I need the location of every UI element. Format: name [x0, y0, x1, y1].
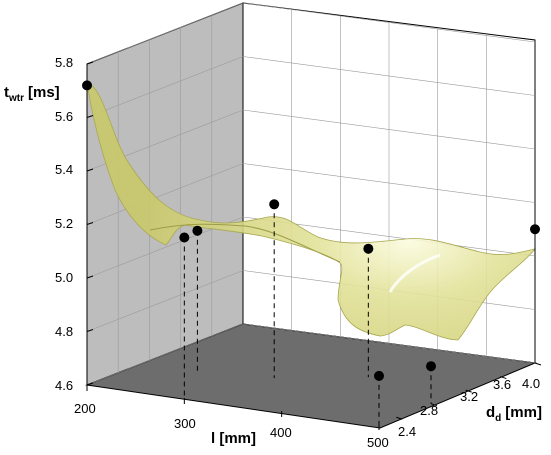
x-tick-label: 400	[270, 425, 292, 440]
z-tick-label: 4.8	[55, 324, 73, 339]
y-axis-title: dd [mm]	[486, 404, 542, 424]
z-tick-mark	[86, 275, 94, 279]
x-axis-title: l [mm]	[211, 430, 256, 447]
z-tick-label: 5.2	[55, 216, 73, 231]
z-tick-label: 4.6	[55, 378, 73, 393]
x-tick-label: 500	[367, 435, 389, 450]
grid-line	[86, 270, 244, 332]
z-tick-mark	[86, 115, 94, 118]
z-tick-mark	[86, 61, 94, 65]
data-point	[426, 361, 436, 372]
drop-lines	[86, 85, 536, 424]
y-tick-label: 4.0	[522, 376, 540, 391]
data-points	[82, 80, 540, 381]
grid-line	[86, 323, 244, 386]
y-tick-mark	[430, 403, 438, 407]
y-tick-mark	[500, 376, 507, 380]
data-point	[192, 225, 203, 236]
data-point	[82, 80, 92, 91]
z-tick-label: 5.4	[55, 162, 73, 177]
y-tick-mark	[465, 389, 472, 393]
y-tick-mark	[396, 416, 403, 420]
y-tick-mark	[534, 362, 542, 366]
z-tick-label: 5.0	[55, 270, 73, 285]
z-tick-mark	[86, 329, 94, 332]
surface-highlight	[388, 253, 441, 293]
z-tick-mark	[86, 168, 94, 172]
data-point	[363, 243, 374, 254]
y-tick-label: 3.2	[460, 389, 478, 404]
data-point	[374, 370, 384, 381]
x-tick-label: 200	[74, 401, 96, 416]
y-tick-label: 2.4	[398, 424, 416, 439]
z-tick-label: 5.6	[55, 109, 73, 124]
z-tick-label: 5.8	[55, 55, 73, 70]
grid-line	[86, 56, 244, 118]
y-tick-label: 3.6	[493, 377, 511, 392]
data-point	[530, 224, 540, 235]
z-tick-mark	[86, 222, 94, 225]
y-tick-label: 2.8	[420, 403, 438, 418]
surface-ridge	[149, 223, 341, 263]
grid-line	[86, 163, 244, 225]
data-point	[269, 199, 280, 210]
tick-marks	[86, 61, 542, 430]
z-tick-mark	[86, 382, 94, 386]
data-point	[179, 232, 190, 243]
z-axis-title: twtr [ms]	[4, 84, 60, 104]
grid-line	[86, 2, 244, 65]
x-tick-label: 300	[174, 416, 196, 431]
